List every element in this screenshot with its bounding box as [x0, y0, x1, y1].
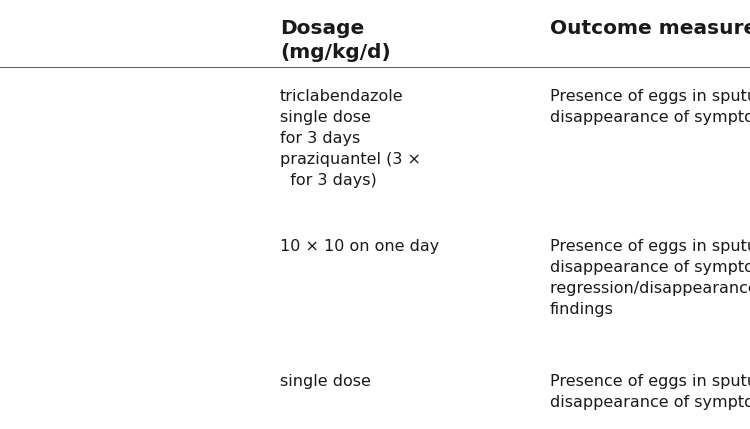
Text: triclabendazole
single dose
for 3 days
praziquantel (3 ×
  for 3 days): triclabendazole single dose for 3 days p…: [280, 89, 421, 188]
Text: Presence of eggs in sputum;
disappearance of symptoms
regression/disappearance o: Presence of eggs in sputum; disappearanc…: [550, 239, 750, 317]
Text: single dose: single dose: [280, 374, 370, 389]
Text: 10 × 10 on one day: 10 × 10 on one day: [280, 239, 440, 254]
Text: Dosage
(mg/kg/d): Dosage (mg/kg/d): [280, 19, 391, 61]
Text: Outcome measure: Outcome measure: [550, 19, 750, 38]
Text: Presence of eggs in sputum;
disappearance of symptoms: Presence of eggs in sputum; disappearanc…: [550, 374, 750, 410]
Text: Presence of eggs in sputum;
disappearance of symptoms: Presence of eggs in sputum; disappearanc…: [550, 89, 750, 125]
